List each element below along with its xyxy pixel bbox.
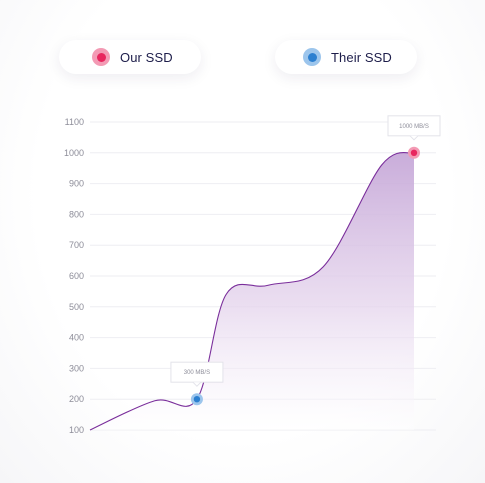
y-tick-label: 200 xyxy=(69,394,84,404)
annotation-label: 1000 MB/S xyxy=(399,124,429,130)
legend-item-their-ssd[interactable]: Their SSD xyxy=(275,40,417,74)
annotation-pointer xyxy=(192,381,202,387)
legend-label-their-ssd: Their SSD xyxy=(331,49,392,65)
y-tick-label: 100 xyxy=(69,425,84,435)
y-tick-label: 300 xyxy=(69,363,84,373)
y-axis-ticks: 100 200 300 400 500 600 700 800 900 1000 1100 xyxy=(64,117,84,435)
y-tick-label: 800 xyxy=(69,209,84,219)
series-line xyxy=(89,152,415,431)
annotations: 300 MB/S 1000 MB/S xyxy=(170,115,441,406)
data-point[interactable] xyxy=(410,149,418,156)
our-ssd-marker-icon xyxy=(92,48,110,66)
legend-item-our-ssd[interactable]: Our SSD xyxy=(59,40,201,74)
y-tick-label: 500 xyxy=(69,302,84,312)
y-tick-label: 900 xyxy=(69,179,84,189)
y-tick-label: 1100 xyxy=(65,117,84,127)
area-fill xyxy=(90,152,414,430)
y-tick-label: 700 xyxy=(69,240,84,250)
y-tick-label: 600 xyxy=(69,271,84,281)
annotation-pointer xyxy=(409,135,419,141)
their-ssd-marker-icon xyxy=(303,48,321,66)
data-point[interactable] xyxy=(193,396,201,403)
annotation-label: 300 MB/S xyxy=(184,370,210,376)
y-tick-label: 400 xyxy=(69,333,84,343)
legend-label-our-ssd: Our SSD xyxy=(120,49,173,65)
y-tick-label: 1000 xyxy=(64,148,84,158)
